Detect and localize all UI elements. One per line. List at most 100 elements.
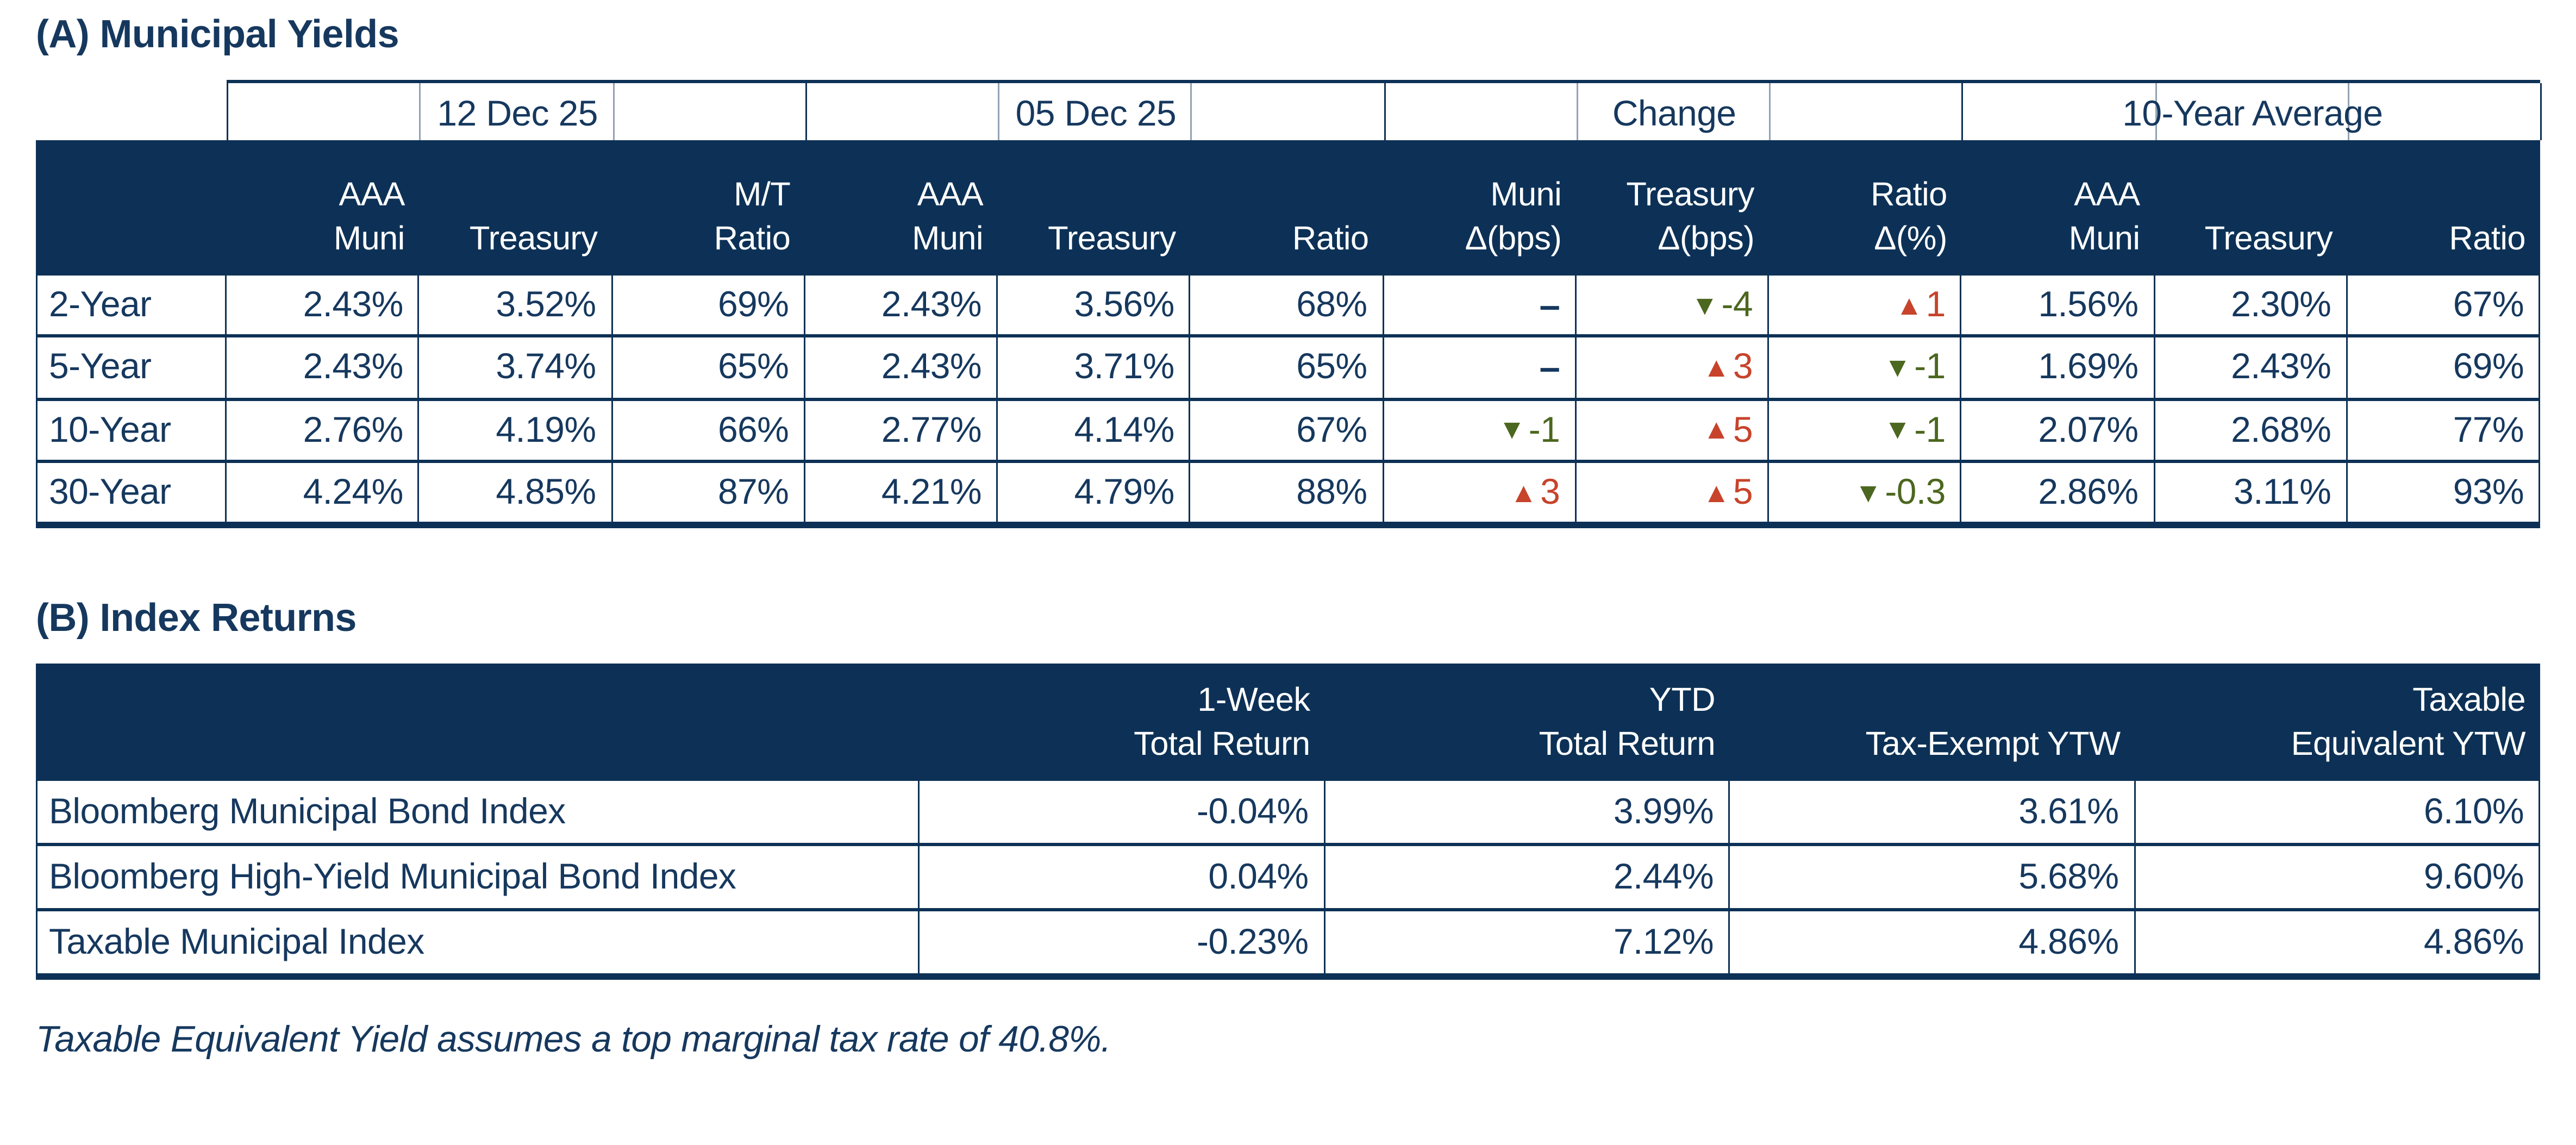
change-value: -1	[1914, 346, 1946, 387]
up-triangle-icon: ▲	[1510, 477, 1537, 508]
table-cell: 4.86%	[1730, 911, 2135, 974]
column-header-ratio: Ratio	[2347, 140, 2540, 276]
table-row: 2-Year 2.43% 3.52% 69% 2.43% 3.56% 68% –…	[36, 276, 2540, 338]
table-cell: 69%	[612, 276, 805, 335]
column-divider	[228, 83, 421, 140]
section-a-title: (A) Municipal Yields	[36, 13, 399, 57]
table-cell: 4.14%	[998, 400, 1191, 460]
column-header-row: AAA Muni Treasury M/T Ratio AAA Muni Treasu…	[36, 140, 2540, 276]
table-cell: 4.21%	[805, 462, 998, 522]
report-page: (A) Municipal Yields 12 Dec 25 05 Dec 25…	[0, 13, 2576, 1145]
table-cell: -0.04%	[920, 781, 1325, 843]
table-cell: 2.30%	[2155, 276, 2348, 335]
table-cell: 3.11%	[2155, 462, 2348, 522]
column-divider	[999, 83, 1192, 140]
change-value: 5	[1733, 471, 1753, 512]
table-cell: 68%	[1191, 276, 1384, 335]
table-cell: 2.43%	[2155, 337, 2348, 397]
column-divider	[2156, 83, 2349, 140]
table-cell: 2.43%	[805, 337, 998, 397]
table-cell: 2.07%	[1962, 400, 2155, 460]
column-header-aaa-muni: AAA Muni	[1962, 140, 2155, 276]
change-value: 5	[1733, 409, 1753, 450]
table-cell: 93%	[2347, 462, 2540, 522]
column-divider	[1192, 83, 1385, 140]
no-change-dash: –	[1539, 283, 1560, 326]
down-triangle-icon: ▼	[1691, 289, 1719, 321]
table-cell: 2.86%	[1962, 462, 2155, 522]
table-cell: 66%	[612, 400, 805, 460]
header-line: Ratio	[2449, 220, 2525, 258]
down-triangle-icon: ▼	[1498, 414, 1526, 446]
header-line: Ratio	[1292, 220, 1369, 258]
table-row: Bloomberg High-Yield Municipal Bond Inde…	[36, 846, 2540, 912]
table-cell: 9.60%	[2135, 846, 2540, 909]
table-row: 10-Year 2.76% 4.19% 66% 2.77% 4.14% 67% …	[36, 400, 2540, 463]
table-cell: 4.19%	[420, 400, 612, 460]
column-header-treasury: Treasury	[420, 140, 612, 276]
tax-rate-footnote: Taxable Equivalent Yield assumes a top m…	[36, 1019, 1111, 1060]
column-divider	[1771, 83, 1964, 140]
group-header-row: 12 Dec 25 05 Dec 25 Change 10-Year Avera…	[227, 80, 2542, 140]
column-header-treasury-change: Treasury Δ(bps)	[1576, 140, 1769, 276]
header-line: 1-Week	[1197, 681, 1310, 719]
row-label: 10-Year	[36, 400, 227, 460]
table-cell: 2.76%	[227, 400, 420, 460]
table-row: 30-Year 4.24% 4.85% 87% 4.21% 4.79% 88% …	[36, 462, 2540, 529]
row-label: 30-Year	[36, 462, 227, 522]
change-value: 1	[1925, 284, 1946, 325]
column-header-row: 1-Week Total Return YTD Total Return Tax-E…	[36, 664, 2540, 781]
row-label: 5-Year	[36, 337, 227, 397]
ratio-change-cell: ▼ -1	[1769, 337, 1962, 397]
header-line: Treasury	[1048, 220, 1176, 258]
header-line: Muni	[2068, 220, 2141, 258]
column-header-tax-exempt-ytw: Tax-Exempt YTW	[1730, 664, 2135, 781]
header-line: Treasury	[2204, 220, 2333, 258]
up-triangle-icon: ▲	[1702, 477, 1730, 508]
table-cell: 69%	[2347, 337, 2540, 397]
header-line: Muni	[333, 220, 405, 258]
header-line: Δ(bps)	[1465, 220, 1562, 258]
index-returns-table: 1-Week Total Return YTD Total Return Tax-E…	[36, 664, 2540, 980]
column-divider	[1578, 83, 1771, 140]
table-cell: 2.44%	[1325, 846, 1730, 909]
up-triangle-icon: ▲	[1702, 352, 1730, 383]
treasury-change-cell: ▲ 5	[1576, 400, 1769, 460]
ratio-change-cell: ▼ -1	[1769, 400, 1962, 460]
table-cell: 4.85%	[420, 462, 612, 522]
column-header-mt-ratio: M/T Ratio	[612, 140, 805, 276]
group-header-10yr-average: 10-Year Average	[2122, 92, 2383, 133]
change-value: -1	[1528, 409, 1560, 450]
table-cell: 3.99%	[1325, 781, 1730, 843]
treasury-change-cell: ▲ 3	[1576, 337, 1769, 397]
muni-change-cell: –	[1384, 276, 1577, 335]
table-cell: 0.04%	[920, 846, 1325, 909]
table-cell: 1.56%	[1962, 276, 2155, 335]
header-line: Ratio	[714, 220, 791, 258]
down-triangle-icon: ▼	[1884, 352, 1911, 383]
change-value: -1	[1914, 409, 1946, 450]
section-b-title: (B) Index Returns	[36, 597, 357, 641]
treasury-change-cell: ▼ -4	[1576, 276, 1769, 335]
change-value: 3	[1540, 471, 1560, 512]
header-line: Muni	[1490, 176, 1562, 214]
header-line: Taxable	[2412, 681, 2525, 719]
muni-change-cell: ▼ -1	[1384, 400, 1577, 460]
change-value: 3	[1733, 346, 1753, 387]
header-line: AAA	[917, 176, 984, 214]
column-divider	[806, 83, 999, 140]
header-line: Δ(%)	[1874, 220, 1947, 258]
group-header-05dec25: 05 Dec 25	[1015, 92, 1177, 133]
table-cell: 87%	[612, 462, 805, 522]
no-change-dash: –	[1539, 345, 1560, 388]
table-cell: 4.79%	[998, 462, 1191, 522]
muni-change-cell: –	[1384, 337, 1577, 397]
municipal-yields-table: 12 Dec 25 05 Dec 25 Change 10-Year Avera…	[36, 80, 2542, 529]
row-label: Taxable Municipal Index	[36, 911, 920, 974]
table-cell: 2.77%	[805, 400, 998, 460]
header-line: Δ(bps)	[1658, 220, 1754, 258]
column-divider	[614, 83, 807, 140]
table-cell: 67%	[1191, 400, 1384, 460]
header-line: Ratio	[1871, 176, 1947, 214]
header-line: Total Return	[1539, 725, 1716, 764]
